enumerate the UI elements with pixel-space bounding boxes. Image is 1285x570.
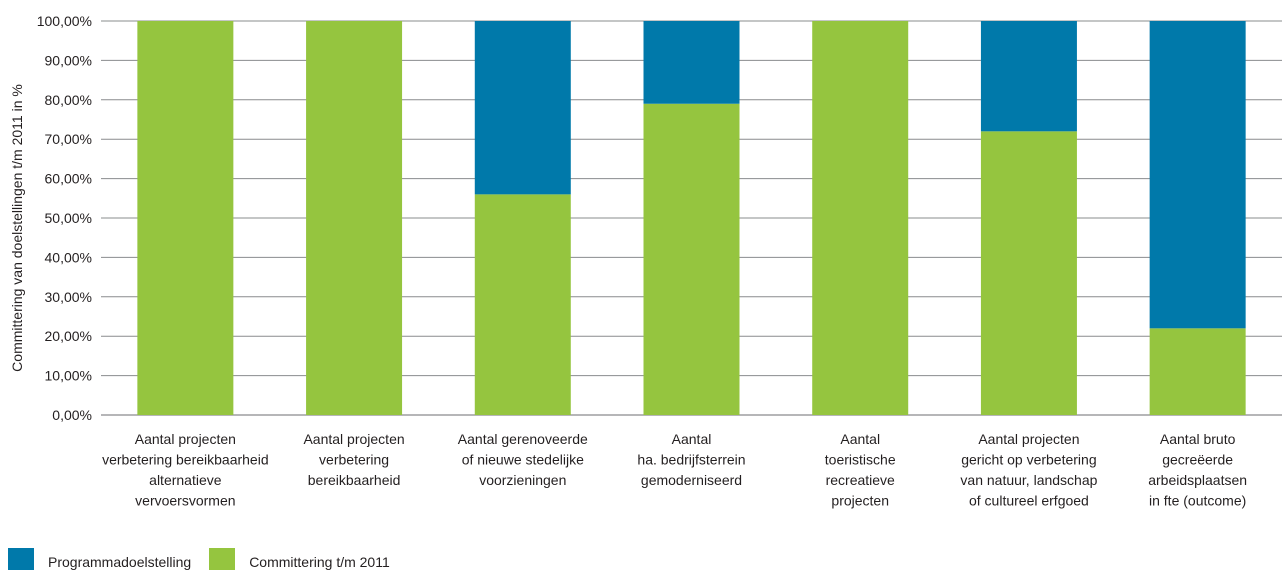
y-tick-label: 80,00% (45, 92, 92, 108)
x-category-label: Aantal gerenoveerde of nieuwe stedelijke v… (458, 431, 588, 488)
bar-segment (643, 103, 740, 416)
bar-segment (474, 21, 571, 195)
bar-segment (980, 21, 1077, 132)
y-tick-label: 0,00% (52, 407, 92, 423)
y-tick-label: 20,00% (45, 328, 92, 344)
y-tick-label: 90,00% (45, 52, 92, 68)
y-tick-label: 60,00% (45, 171, 92, 187)
bar-segment (137, 21, 234, 415)
x-category-label: Aantal projecten verbetering bereikbaarhe… (102, 431, 269, 509)
legend-label: Programmadoelstelling (48, 554, 192, 570)
bar-segment (1149, 21, 1246, 329)
y-tick-label: 10,00% (45, 368, 92, 384)
bar-segment (1149, 328, 1246, 415)
legend-label: Committering t/m 2011 (249, 554, 390, 570)
legend-swatch-blue (8, 548, 34, 570)
y-axis-label: Committering van doelstellingen t/m 2011… (9, 84, 25, 372)
bar-segment (474, 194, 571, 415)
bar-segment (812, 21, 909, 415)
x-category-label: Aantal bruto gecreëerde arbeidsplaatsen in … (1148, 431, 1247, 509)
x-category-label: Aantal ha. bedrijfsterrein gemoderniseerd (637, 431, 745, 488)
legend-item-programmadoelstelling: Programmadoelstelling (8, 548, 191, 570)
y-tick-label: 50,00% (45, 210, 92, 226)
y-tick-label: 100,00% (37, 13, 92, 29)
y-tick-label: 40,00% (45, 249, 92, 265)
y-tick-label: 30,00% (45, 289, 92, 305)
legend-item-committering: Committering t/m 2011 (209, 548, 390, 570)
bar-segment (980, 131, 1077, 415)
bar-segment (643, 21, 740, 104)
y-tick-label: 70,00% (45, 131, 92, 147)
chart-legend: Programmadoelstelling Committering t/m 2… (8, 544, 408, 570)
x-category-label: Aantal projecten verbetering bereikbaarhei… (303, 431, 404, 488)
x-category-label: Aantal projecten gericht op verbetering va… (960, 431, 1097, 509)
bar-segment (306, 21, 403, 415)
legend-swatch-green (209, 548, 236, 570)
x-category-label: Aantal toeristische recreatieve projecten (825, 431, 896, 509)
